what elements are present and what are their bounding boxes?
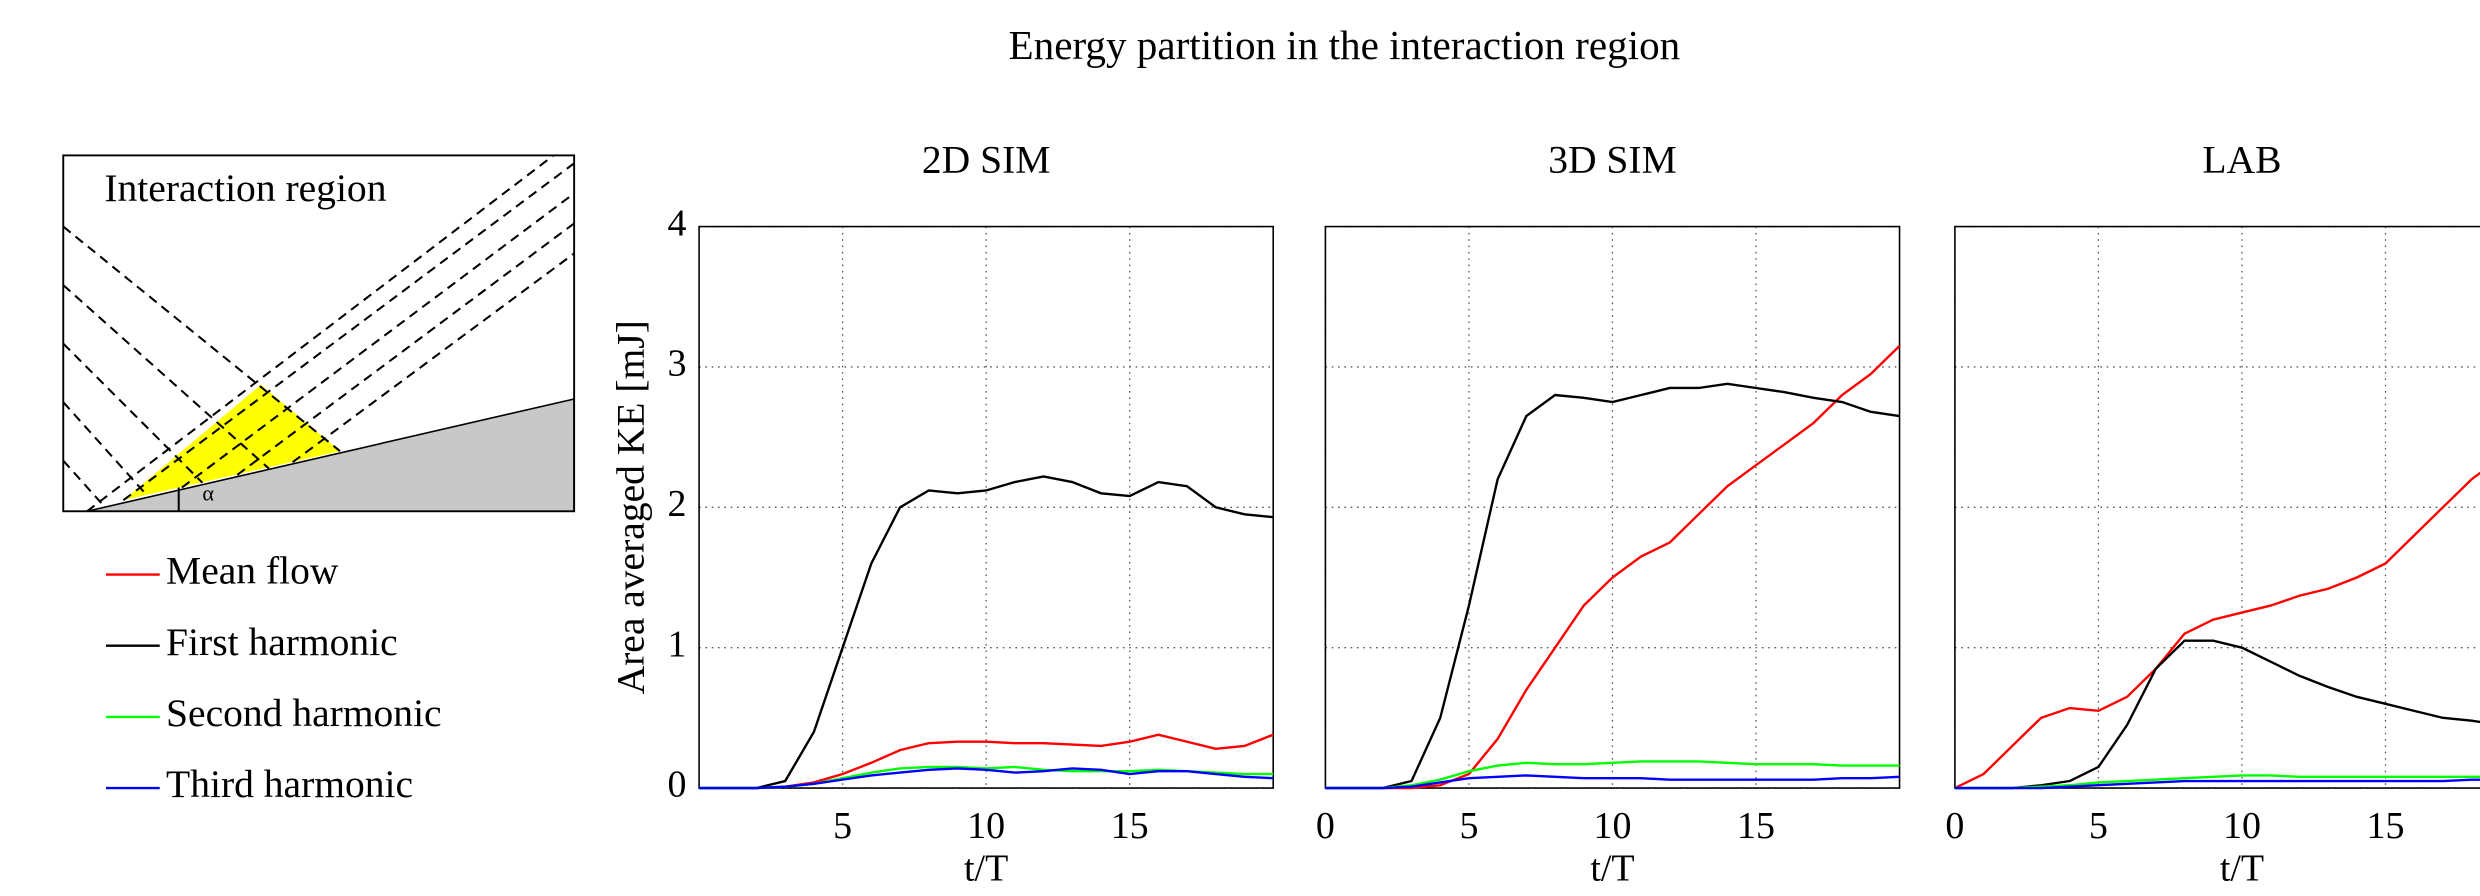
x-tick-label: 0 [1316, 805, 1335, 847]
y-axis-label: Area averaged KE [mJ] [608, 320, 652, 694]
x-tick-label: 0 [1945, 805, 1964, 847]
x-tick-label: 15 [1111, 805, 1149, 847]
wave-rays [63, 155, 575, 512]
panel: 0 5 10 15 LAB t/T [1945, 137, 2480, 890]
axes-frame [698, 225, 1275, 789]
slope [86, 398, 575, 512]
inset-label: Interaction region [104, 166, 386, 210]
series-line [1954, 639, 2480, 790]
figure-title: Energy partition in the interaction regi… [1009, 22, 1681, 68]
series-line [1954, 774, 2480, 790]
series-line [1954, 471, 2480, 790]
series-line [1325, 774, 1900, 790]
x-axis-label: t/T [1590, 848, 1634, 890]
y-tick-label: 2 [667, 483, 686, 525]
plot-area [1954, 226, 2480, 789]
y-tick-label: 1 [667, 623, 686, 665]
series-line [699, 767, 1274, 790]
y-tick-label: 4 [667, 202, 686, 244]
panel: 0 1 2 3 4 5 10 15 2D SIM t/T Area averaged KE [mJ] [608, 137, 1275, 890]
x-tick-label: 15 [2367, 805, 2405, 847]
x-tick-label: 10 [967, 805, 1005, 847]
angle-label: α [202, 481, 214, 506]
legend-label: Second harmonic [166, 691, 442, 735]
legend-label: Mean flow [166, 549, 339, 593]
y-tick-label: 0 [667, 764, 686, 806]
legend-label: Third harmonic [166, 762, 413, 806]
x-tick-label: 5 [833, 805, 852, 847]
interaction-zone [123, 384, 341, 501]
panel: 0 5 10 15 3D SIM t/T [1316, 137, 1901, 890]
panel-title: 3D SIM [1548, 137, 1677, 181]
x-tick-label: 15 [1737, 805, 1775, 847]
legend-label: First harmonic [166, 620, 398, 664]
axes-frame [1954, 225, 2480, 789]
inset-diagram: Interaction region α [62, 154, 576, 513]
series-line [1954, 778, 2480, 790]
series-line [1325, 760, 1900, 790]
panel-title: 2D SIM [922, 137, 1051, 181]
x-axis-label: t/T [2220, 848, 2264, 890]
panel-title: LAB [2202, 137, 2281, 181]
x-tick-label: 10 [2223, 805, 2261, 847]
x-tick-label: 10 [1594, 805, 1632, 847]
series-line [1325, 382, 1900, 790]
series-line [699, 475, 1274, 790]
y-tick-label: 3 [667, 343, 686, 385]
x-tick-label: 5 [1459, 805, 1478, 847]
x-axis-label: t/T [964, 848, 1008, 890]
axes-frame [1324, 225, 1901, 789]
series-line [1325, 345, 1901, 790]
x-tick-label: 5 [2089, 805, 2108, 847]
